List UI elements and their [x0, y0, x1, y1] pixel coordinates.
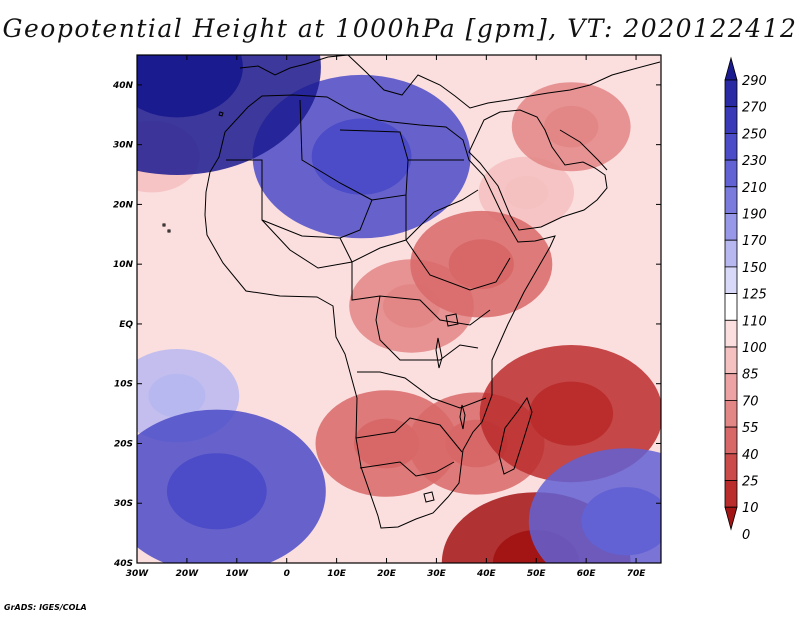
arabian-peninsula [468, 109, 608, 231]
sahel-border-2 [405, 195, 511, 291]
colorbar-segment [724, 426, 738, 455]
geopotential-field [137, 55, 661, 563]
x-tick-label: 20E [377, 569, 397, 579]
y-tick-label: 30N [113, 141, 134, 151]
colorbar-label: 150 [742, 261, 767, 276]
field-feature-core-13 [137, 55, 243, 118]
colorbar-label: 270 [742, 101, 767, 116]
plot-frame [136, 54, 662, 564]
colorbar-label: 85 [742, 368, 759, 383]
colorbar-label: 170 [742, 234, 767, 249]
x-tick-label: 50E [527, 569, 547, 579]
colorbar-label: 250 [742, 127, 767, 142]
central-border-2 [375, 295, 479, 361]
southern-border-1 [357, 371, 487, 409]
colorbar-bottom-triangle [724, 506, 738, 531]
field-feature-core-11 [311, 118, 412, 195]
y-tick-label: EQ [119, 320, 133, 330]
colorbar-segment [724, 399, 738, 428]
x-tick-label: 70E [627, 569, 647, 579]
x-axis: 30W 20W 10W 0 10E 20E 30E 40E 50E 60E 70E [126, 55, 646, 579]
x-tick-label: 10E [327, 569, 347, 579]
y-axis: 40N 30N 20N 10N EQ 10S 20S 30S 40S [112, 81, 661, 569]
field-feature-core-7 [353, 418, 420, 469]
x-tick-label: 40E [476, 569, 497, 579]
colorbar-segment [724, 453, 738, 481]
colorbar-segment [724, 159, 738, 188]
colorbar-label: 0 [742, 528, 750, 543]
y-tick-label: 40S [113, 559, 133, 569]
southern-border-3 [359, 461, 455, 477]
field-feature-core-12 [166, 453, 267, 530]
x-tick-label: 0 [284, 569, 290, 579]
great-lakes [435, 313, 466, 430]
africa-coastline [204, 94, 556, 529]
chart-title: Geopotential Height at 1000hPa [gpm], VT… [2, 14, 798, 43]
field-feature-core-8 [529, 381, 614, 446]
colorbar-label: 290 [742, 74, 767, 89]
x-tick-label: 30E [427, 569, 447, 579]
cape-verde-islands [162, 223, 171, 233]
colorbar-segment [724, 186, 738, 214]
colorbar-label: 70 [742, 394, 759, 409]
colorbar-segment [724, 319, 738, 348]
sahara-border-3 [339, 129, 464, 161]
field-feature-core-6 [448, 239, 514, 290]
colorbar-label: 110 [742, 314, 767, 329]
colorbar-segment [724, 106, 738, 134]
colorbar-segment [724, 239, 738, 268]
colorbar-segment [724, 266, 738, 294]
y-tick-label: 30S [114, 499, 133, 509]
colorbar-segment [724, 346, 738, 375]
central-border-1 [339, 237, 491, 326]
colorbar-label: 55 [742, 421, 759, 436]
colorbar-label: 230 [742, 154, 767, 169]
colorbar: 2902702502302101901701501251101008570554… [724, 56, 767, 543]
y-tick-label: 40N [112, 81, 134, 91]
y-tick-label: 20S [114, 439, 133, 449]
colorbar-label: 125 [742, 288, 767, 303]
colorbar-segment [724, 293, 738, 321]
colorbar-segment [724, 79, 738, 108]
colorbar-label: 40 [742, 448, 759, 463]
colorbar-segment [724, 480, 738, 508]
x-tick-label: 60E [577, 569, 597, 579]
lesotho [423, 491, 435, 503]
madagascar [498, 396, 533, 475]
coastlines-and-borders [162, 55, 661, 529]
arabian-gulf [559, 129, 608, 171]
y-tick-label: 10S [114, 380, 133, 390]
colorbar-segment [724, 213, 738, 241]
grads-credit: GrADS: IGES/COLA [4, 603, 87, 612]
y-tick-label: 20N [113, 200, 134, 210]
southern-border-2 [355, 417, 463, 453]
colorbar-label: 25 [742, 475, 759, 490]
x-tick-label: 20W [176, 569, 200, 579]
field-feature-core-10 [581, 487, 661, 556]
field-feature-core-0 [504, 175, 549, 210]
colorbar-top-triangle [724, 56, 738, 81]
colorbar-label: 210 [742, 181, 767, 196]
colorbar-segment [724, 373, 738, 401]
x-tick-label: 10W [226, 569, 250, 579]
sahara-border-2 [299, 99, 373, 201]
x-tick-label: 30W [126, 569, 150, 579]
field-feature-core-2 [544, 105, 599, 148]
colorbar-label: 10 [742, 501, 759, 516]
sahel-border-1 [261, 189, 479, 269]
field-feature-core-3 [148, 373, 206, 418]
madeira-island [218, 111, 224, 117]
colorbar-label: 100 [742, 341, 767, 356]
y-tick-label: 10N [113, 260, 134, 270]
colorbar-label: 190 [742, 208, 767, 223]
colorbar-segment [724, 132, 738, 161]
europe-coastline [239, 55, 661, 109]
